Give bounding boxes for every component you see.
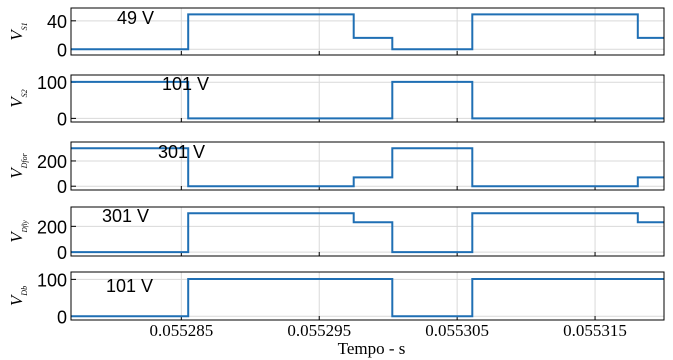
y-tick-label: 0 xyxy=(57,40,67,60)
series-line xyxy=(71,13,664,51)
series-line xyxy=(71,278,664,318)
y-tick-label: 40 xyxy=(47,12,67,32)
y-axis-label: VDb xyxy=(7,286,29,306)
axes-frame xyxy=(70,206,665,257)
series-line xyxy=(71,80,664,120)
y-tick-label: 100 xyxy=(37,270,67,290)
y-tick-label: 0 xyxy=(57,307,67,327)
series-line xyxy=(71,212,664,254)
y-axis-label: VS2 xyxy=(7,89,29,107)
value-annotation: 301 V xyxy=(158,142,205,162)
value-annotation: 301 V xyxy=(102,206,149,226)
x-tick-label: 0.055305 xyxy=(425,321,489,340)
x-tick-label: 0.055315 xyxy=(563,321,627,340)
y-tick-label: 0 xyxy=(57,243,67,263)
panel-5: 0 100 101 V VDb xyxy=(7,270,665,327)
y-tick-label: 200 xyxy=(37,217,67,237)
axes-frame xyxy=(70,7,665,56)
axes-frame xyxy=(70,271,665,321)
y-tick-label: 0 xyxy=(57,109,67,129)
y-axis-label: VDfor xyxy=(7,152,29,178)
panel-2: 0 100 101 V VS2 xyxy=(7,73,665,129)
value-annotation: 101 V xyxy=(162,74,209,94)
value-annotation: 101 V xyxy=(106,276,153,296)
panel-4: 0 200 301 V VDfly xyxy=(7,206,665,263)
y-tick-label: 0 xyxy=(57,177,67,197)
y-tick-label: 100 xyxy=(37,73,67,93)
value-annotation: 49 V xyxy=(117,8,154,28)
x-tick-label: 0.055285 xyxy=(149,321,213,340)
series-line xyxy=(71,147,664,188)
y-tick-label: 200 xyxy=(37,152,67,172)
x-tick-label: 0.055295 xyxy=(287,321,351,340)
axes-frame xyxy=(70,141,665,191)
x-axis-label: Tempo - s xyxy=(338,339,406,358)
panel-3: 0 200 301 V VDfor xyxy=(7,141,665,197)
panel-1: 0 40 49 V VS1 xyxy=(7,7,665,60)
y-axis-label: VDfly xyxy=(7,219,29,242)
axes-frame xyxy=(70,74,665,123)
y-axis-label: VS1 xyxy=(7,22,29,40)
